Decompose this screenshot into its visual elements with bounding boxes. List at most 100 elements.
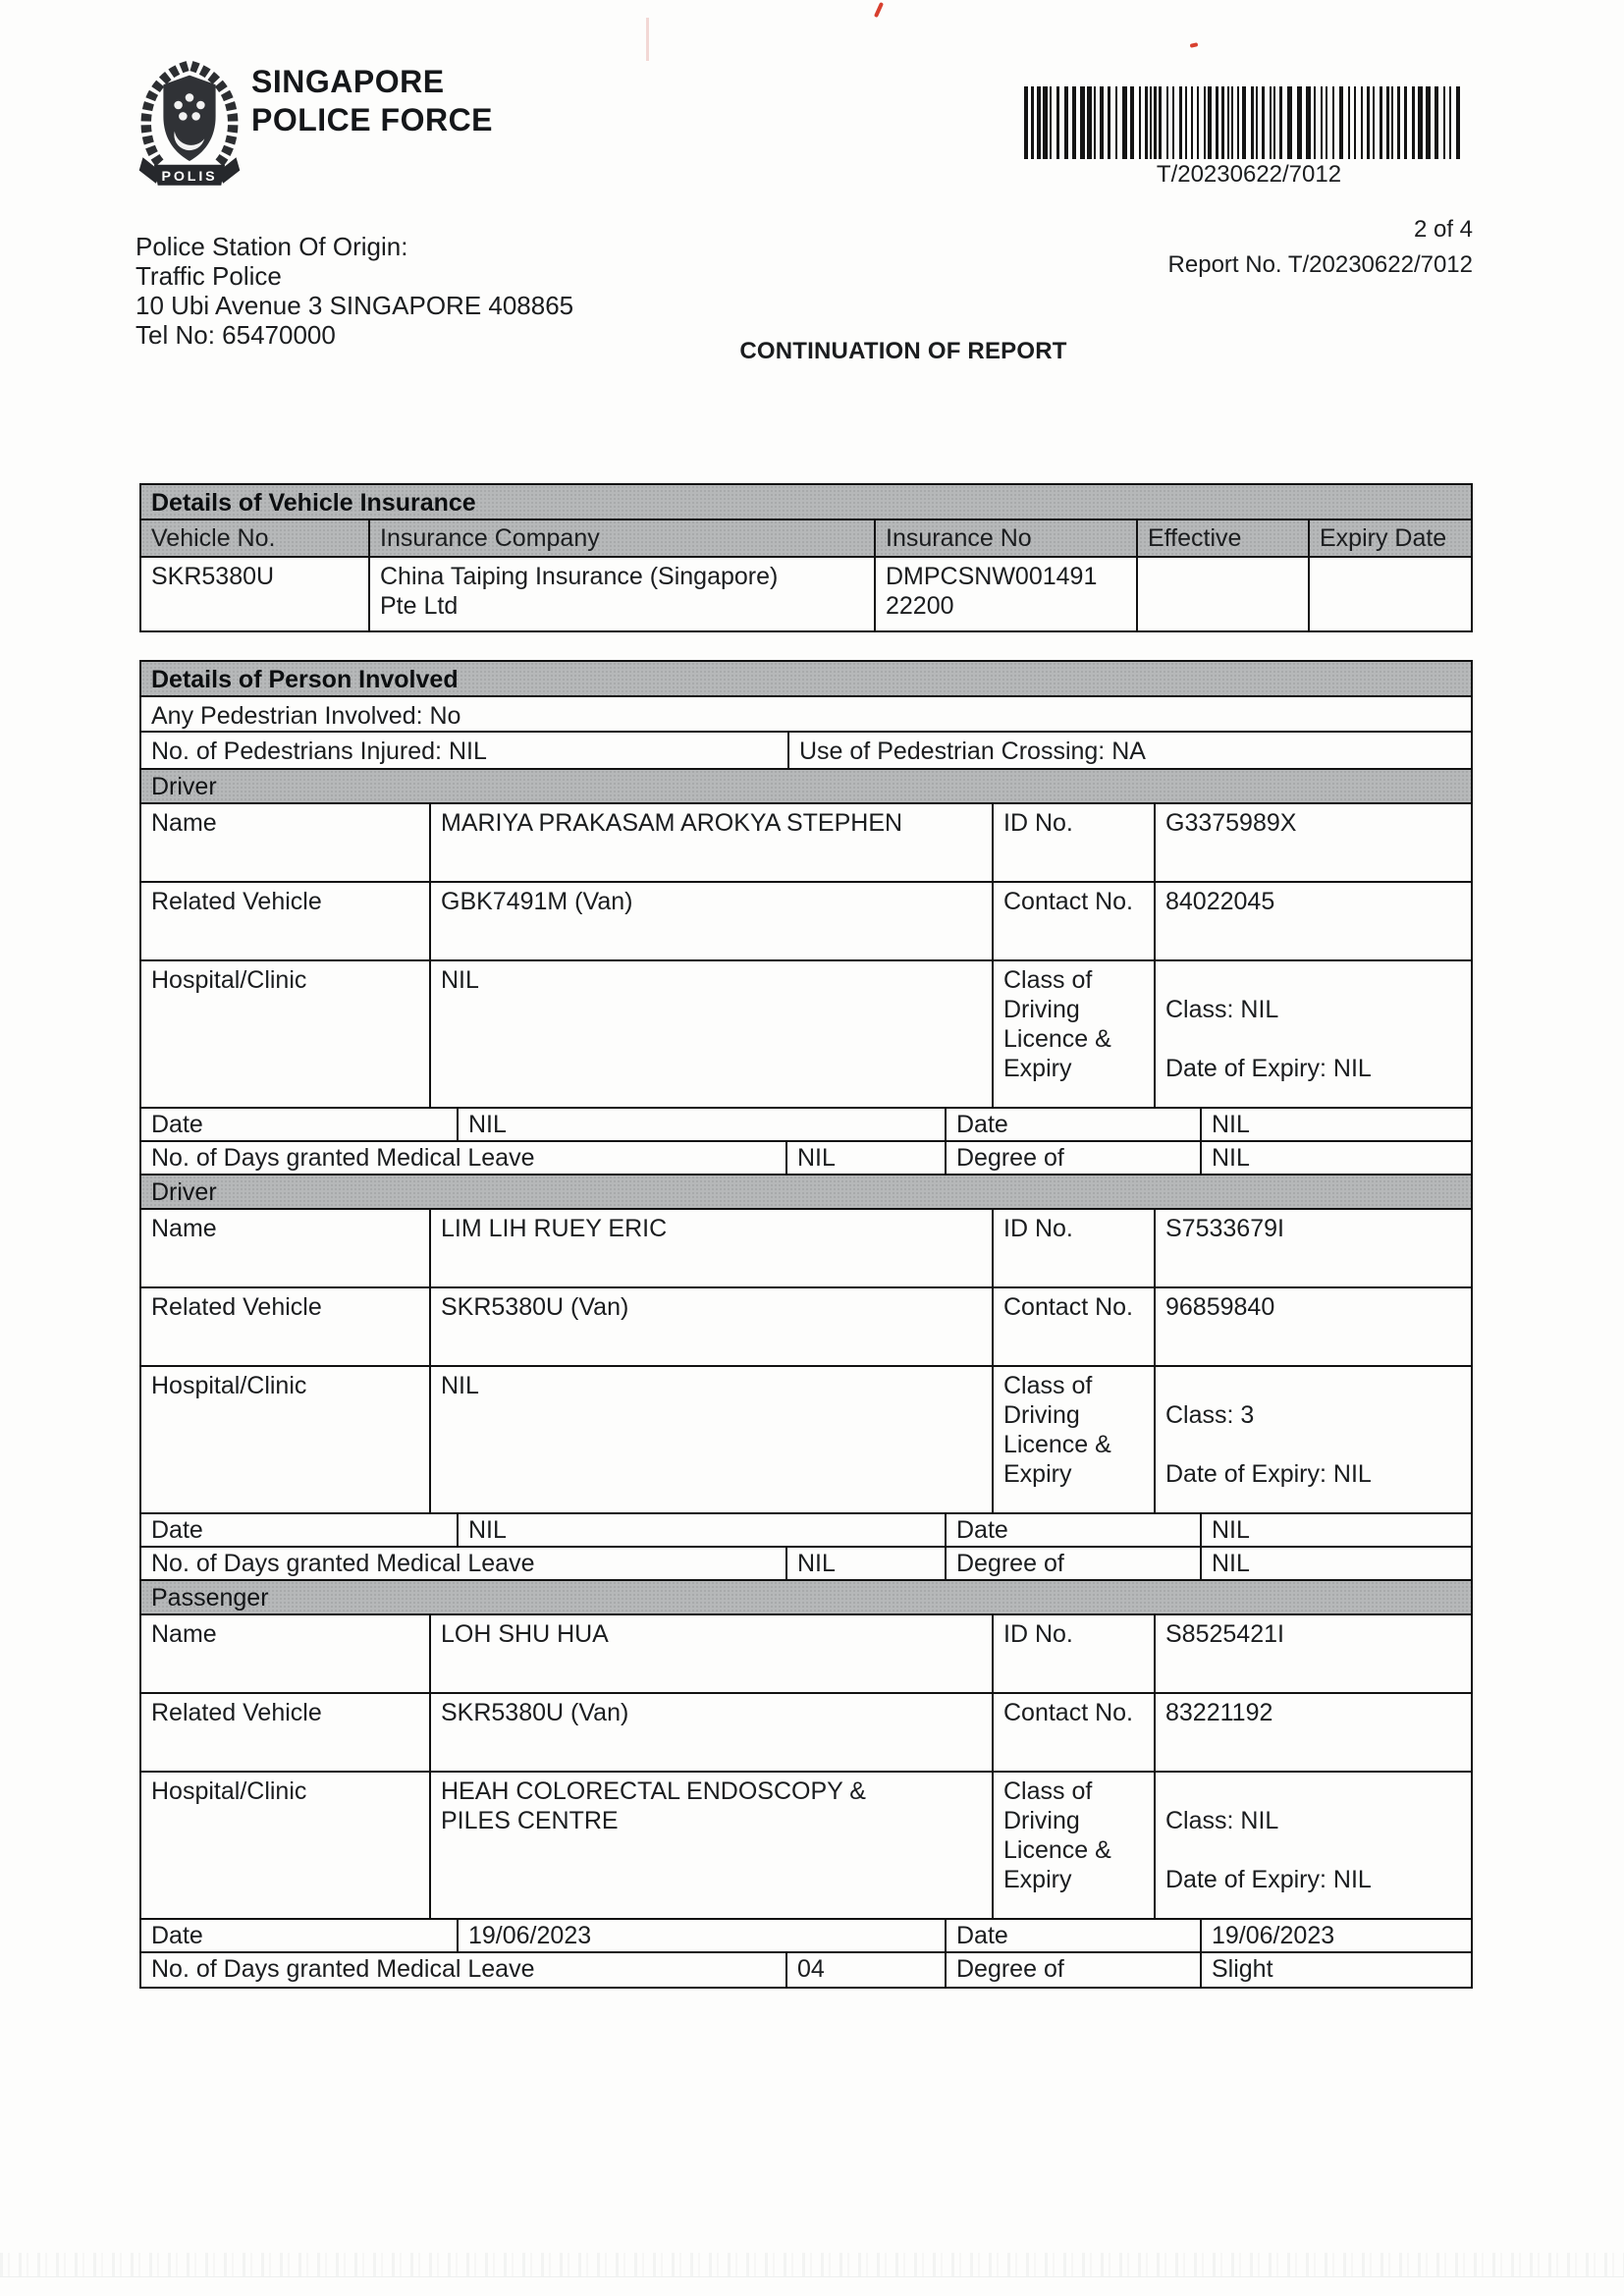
insurance-table: Details of Vehicle Insurance Vehicle No.… — [139, 483, 1473, 632]
red-pen-mark — [1189, 42, 1199, 48]
station-address: 10 Ubi Avenue 3 SINGAPORE 408865 — [135, 291, 574, 320]
related-vehicle-label: Related Vehicle — [141, 1694, 431, 1771]
date1-value: NIL — [459, 1109, 947, 1140]
station-address-block: Police Station Of Origin: Traffic Police… — [135, 232, 573, 350]
name-row: Name LIM LIH RUEY ERIC ID No. S7533679I — [141, 1210, 1471, 1288]
hospital-row: Hospital/Clinic HEAH COLORECTAL ENDOSCOP… — [141, 1773, 1471, 1920]
id-no-label: ID No. — [994, 1210, 1156, 1286]
expiry-date-value — [1310, 558, 1471, 630]
med-leave-label: No. of Days granted Medical Leave — [141, 1548, 787, 1579]
insurance-table-title: Details of Vehicle Insurance — [141, 485, 1471, 520]
pedestrian-crossing-value: Use of Pedestrian Crossing: NA — [799, 738, 1146, 765]
page-number: 2 of 4 — [1413, 216, 1473, 243]
contact-no-label: Contact No. — [994, 1288, 1156, 1365]
related-vehicle-value: SKR5380U (Van) — [431, 1288, 994, 1365]
licence-class-value: Class: NIL — [1165, 1807, 1279, 1834]
station-name: Traffic Police — [135, 261, 282, 291]
contact-no-value: 83221192 — [1165, 1699, 1273, 1726]
med-leave-value: 04 — [787, 1953, 947, 1987]
degree-value: NIL — [1212, 1144, 1250, 1172]
licence-value: Class: NIL Date of Expiry: NIL — [1156, 961, 1471, 1107]
degree-label: Degree of — [947, 1142, 1202, 1174]
date-label-2: Date — [947, 1920, 1202, 1951]
name-row: Name MARIYA PRAKASAM AROKYA STEPHEN ID N… — [141, 804, 1471, 883]
licence-label: Class of Driving Licence & Expiry — [994, 1367, 1156, 1512]
insurance-table-row: SKR5380U China Taiping Insurance (Singap… — [141, 558, 1471, 630]
red-pen-mark — [873, 1, 885, 19]
hospital-label: Hospital/Clinic — [141, 961, 431, 1107]
date-label-2: Date — [947, 1514, 1202, 1546]
name-value: LOH SHU HUA — [431, 1615, 994, 1692]
station-label: Police Station Of Origin: — [135, 232, 408, 261]
date2-value: NIL — [1212, 1111, 1250, 1138]
name-label: Name — [141, 804, 431, 881]
barcode-label: T/20230622/7012 — [1156, 161, 1342, 188]
date-row: Date NIL Date NIL — [141, 1514, 1471, 1548]
vehicle-no-value: SKR5380U — [141, 558, 370, 630]
col-insurance-company: Insurance Company — [370, 520, 876, 556]
licence-expiry-value: Date of Expiry: NIL — [1165, 1055, 1372, 1082]
date-label-2: Date — [947, 1109, 1202, 1140]
insurance-company-value: China Taiping Insurance (Singapore) Pte … — [370, 558, 876, 630]
hospital-row: Hospital/Clinic NIL Class of Driving Lic… — [141, 1367, 1471, 1514]
section-header-passenger: Passenger — [141, 1581, 1471, 1615]
licence-expiry-value: Date of Expiry: NIL — [1165, 1866, 1372, 1893]
section-header-driver-1: Driver — [141, 770, 1471, 804]
degree-label: Degree of — [947, 1548, 1202, 1579]
hospital-value: HEAH COLORECTAL ENDOSCOPY & PILES CENTRE — [431, 1773, 994, 1918]
any-pedestrian-value: Any Pedestrian Involved: No — [151, 702, 461, 730]
hospital-row: Hospital/Clinic NIL Class of Driving Lic… — [141, 961, 1471, 1109]
scan-streak-artifact — [646, 18, 649, 61]
date-row: Date NIL Date NIL — [141, 1109, 1471, 1142]
col-effective: Effective — [1138, 520, 1310, 556]
hospital-value: NIL — [431, 1367, 994, 1512]
org-name: SINGAPORE POLICE FORCE — [251, 63, 493, 139]
licence-class-value: Class: NIL — [1165, 996, 1279, 1023]
licence-label: Class of Driving Licence & Expiry — [994, 1773, 1156, 1918]
any-pedestrian-row: Any Pedestrian Involved: No — [141, 697, 1471, 733]
degree-value: NIL — [1212, 1550, 1250, 1577]
wreath-right — [189, 61, 239, 167]
person-table-title: Details of Person Involved — [141, 662, 1471, 697]
effective-value — [1138, 558, 1310, 630]
licence-value: Class: NIL Date of Expiry: NIL — [1156, 1773, 1471, 1918]
related-vehicle-row: Related Vehicle SKR5380U (Van) Contact N… — [141, 1288, 1471, 1367]
licence-label: Class of Driving Licence & Expiry — [994, 961, 1156, 1107]
name-label: Name — [141, 1615, 431, 1692]
contact-no-value: 84022045 — [1165, 888, 1275, 915]
col-vehicle-no: Vehicle No. — [141, 520, 370, 556]
org-name-line2: POLICE FORCE — [251, 102, 494, 137]
name-value: LIM LIH RUEY ERIC — [431, 1210, 994, 1286]
pedestrians-injured-value: No. of Pedestrians Injured: NIL — [141, 733, 789, 768]
name-value: MARIYA PRAKASAM AROKYA STEPHEN — [431, 804, 994, 881]
id-no-value: S8525421I — [1165, 1620, 1284, 1648]
col-insurance-no: Insurance No — [876, 520, 1138, 556]
date-label: Date — [141, 1920, 459, 1951]
med-leave-value: NIL — [787, 1142, 947, 1174]
licence-expiry-value: Date of Expiry: NIL — [1165, 1460, 1372, 1488]
police-crest-logo: POLIS — [138, 61, 241, 186]
degree-value: Slight — [1212, 1955, 1273, 1983]
med-leave-value: NIL — [787, 1548, 947, 1579]
hospital-label: Hospital/Clinic — [141, 1773, 431, 1918]
barcode — [1024, 86, 1474, 159]
med-leave-label: No. of Days granted Medical Leave — [141, 1953, 787, 1987]
related-vehicle-label: Related Vehicle — [141, 883, 431, 959]
contact-no-label: Contact No. — [994, 883, 1156, 959]
crest-banner-text: POLIS — [161, 169, 217, 185]
med-leave-label: No. of Days granted Medical Leave — [141, 1142, 787, 1174]
licence-class-value: Class: 3 — [1165, 1401, 1255, 1429]
licence-value: Class: 3 Date of Expiry: NIL — [1156, 1367, 1471, 1512]
related-vehicle-value: GBK7491M (Van) — [431, 883, 994, 959]
medical-leave-row: No. of Days granted Medical Leave 04 Deg… — [141, 1953, 1471, 1987]
date2-value: NIL — [1212, 1516, 1250, 1544]
insurance-table-header-row: Vehicle No. Insurance Company Insurance … — [141, 520, 1471, 558]
org-name-line1: SINGAPORE — [251, 64, 445, 99]
crest-banner — [153, 164, 226, 186]
contact-no-value: 96859840 — [1165, 1293, 1275, 1321]
continuation-title: CONTINUATION OF REPORT — [739, 338, 1067, 364]
related-vehicle-row: Related Vehicle GBK7491M (Van) Contact N… — [141, 883, 1471, 961]
section-header-driver-2: Driver — [141, 1175, 1471, 1210]
report-number: Report No. T/20230622/7012 — [1167, 251, 1473, 278]
